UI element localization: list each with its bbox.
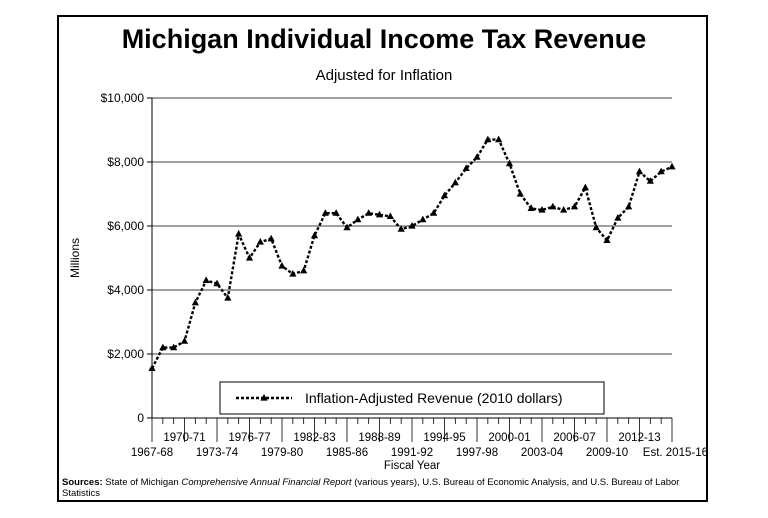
x-tick-label: 1982-83 — [293, 432, 335, 444]
x-tick-label: Est. 2015-16 — [643, 447, 708, 459]
data-point-marker — [592, 223, 600, 231]
sources-text-before: State of Michigan — [105, 477, 182, 488]
sources-italic: Comprehensive Annual Financial Report — [181, 477, 352, 488]
data-point-marker — [202, 276, 210, 283]
x-tick-label: 1988-89 — [358, 432, 400, 444]
data-point-marker — [224, 294, 232, 301]
data-point-marker — [484, 135, 492, 143]
x-tick-label: 2003-04 — [521, 447, 564, 459]
data-point-marker — [581, 183, 589, 191]
legend-marker — [260, 394, 268, 401]
data-point-marker — [397, 225, 405, 232]
y-tick-label: $2,000 — [107, 347, 144, 361]
data-point-marker — [505, 159, 514, 167]
x-tick-label: 1985-86 — [326, 447, 368, 459]
x-tick-label: 2012-13 — [618, 432, 660, 444]
y-tick-label: $6,000 — [107, 219, 144, 233]
data-point-marker — [256, 238, 264, 245]
data-point-marker — [343, 223, 351, 231]
y-tick-label: $4,000 — [107, 283, 144, 297]
data-point-marker — [527, 204, 535, 211]
data-point-marker — [148, 364, 156, 371]
x-tick-label: 1994-95 — [423, 432, 465, 444]
data-point-marker — [603, 236, 611, 243]
data-point-marker — [321, 209, 329, 216]
data-point-marker — [332, 209, 340, 216]
x-tick-label: 2006-07 — [553, 432, 595, 444]
data-point-marker — [191, 298, 199, 306]
data-point-marker — [614, 214, 622, 221]
sources-note: Sources: State of Michigan Comprehensive… — [62, 477, 692, 499]
data-point-marker — [245, 254, 254, 261]
data-point-marker — [516, 190, 524, 197]
sources-text-after: (various years), U.S. Bureau of Economic… — [62, 477, 680, 499]
data-point-marker — [549, 202, 557, 210]
data-point-marker — [657, 167, 665, 175]
data-point-marker — [440, 191, 449, 199]
data-point-marker — [473, 153, 481, 160]
data-point-marker — [646, 177, 654, 184]
data-point-marker — [213, 279, 221, 287]
x-tick-label: 1967-68 — [131, 447, 173, 459]
chart-title: Michigan Individual Income Tax Revenue — [121, 24, 647, 54]
y-tick-label: $10,000 — [101, 91, 145, 105]
data-point-marker — [668, 162, 676, 170]
x-tick-label: 1973-74 — [196, 447, 239, 459]
data-point-marker — [159, 343, 167, 351]
data-point-marker — [625, 202, 633, 210]
data-point-marker — [300, 266, 308, 274]
data-point-marker — [310, 231, 319, 239]
data-point-marker — [495, 135, 503, 143]
x-tick-label: 1979-80 — [261, 447, 303, 459]
y-tick-label: 0 — [137, 411, 144, 425]
x-tick-label: 2009-10 — [586, 447, 628, 459]
series-line — [150, 138, 673, 369]
x-tick-label: 1991-92 — [391, 447, 433, 459]
data-point-marker — [365, 209, 373, 216]
x-tick-label: 2000-01 — [488, 432, 530, 444]
x-tick-label: 1976-77 — [228, 432, 270, 444]
legend-label: Inflation-Adjusted Revenue (2010 dollars… — [305, 390, 563, 406]
data-point-marker — [451, 178, 459, 186]
data-point-marker — [462, 164, 470, 171]
data-point-marker — [408, 222, 416, 229]
data-point-marker — [386, 212, 394, 219]
chart-frame — [57, 15, 708, 502]
data-point-marker — [354, 215, 362, 223]
data-point-marker — [560, 206, 568, 213]
data-point-marker — [267, 234, 275, 242]
x-tick-label: 1997-98 — [456, 447, 498, 459]
data-point-marker — [170, 343, 178, 351]
data-point-marker — [180, 337, 189, 344]
data-point-marker — [570, 202, 579, 210]
data-point-marker — [235, 230, 243, 237]
y-tick-label: $8,000 — [107, 155, 144, 169]
data-point-marker — [375, 210, 384, 218]
data-point-marker — [430, 209, 438, 216]
data-point-marker — [538, 206, 546, 213]
data-point-marker — [289, 270, 297, 277]
data-point-marker — [419, 215, 427, 223]
x-tick-label: 1970-71 — [163, 432, 205, 444]
x-axis-label: Fiscal Year — [383, 460, 441, 472]
sources-label: Sources: — [62, 477, 103, 488]
chart-subtitle: Adjusted for Inflation — [315, 67, 453, 84]
data-point-marker — [278, 262, 286, 269]
data-point-marker — [635, 167, 644, 175]
